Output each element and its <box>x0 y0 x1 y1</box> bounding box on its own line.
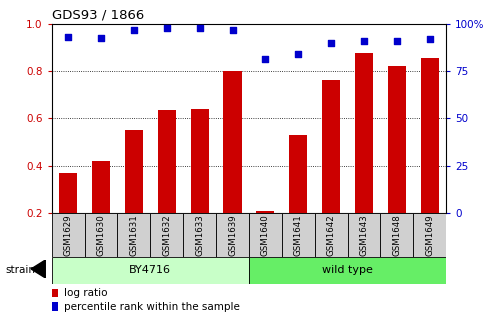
Bar <box>191 109 209 213</box>
Bar <box>355 53 373 213</box>
Bar <box>256 211 275 213</box>
Bar <box>117 213 150 257</box>
Text: GSM1630: GSM1630 <box>97 214 106 256</box>
Point <box>97 35 105 40</box>
Bar <box>183 213 216 257</box>
Text: GSM1633: GSM1633 <box>195 214 204 256</box>
Text: wild type: wild type <box>322 265 373 276</box>
Text: GSM1642: GSM1642 <box>327 214 336 256</box>
Text: GSM1632: GSM1632 <box>162 214 171 256</box>
Point <box>426 36 434 41</box>
Bar <box>52 213 85 257</box>
Bar <box>388 66 406 213</box>
Bar <box>315 213 348 257</box>
Point <box>64 34 72 40</box>
Bar <box>158 110 176 213</box>
Bar <box>381 213 413 257</box>
Point <box>261 56 269 61</box>
Point <box>130 28 138 33</box>
Text: GSM1648: GSM1648 <box>392 214 401 256</box>
Point <box>393 38 401 43</box>
Bar <box>322 81 340 213</box>
Point <box>229 28 237 33</box>
Text: GSM1629: GSM1629 <box>64 214 72 256</box>
Text: percentile rank within the sample: percentile rank within the sample <box>64 302 240 312</box>
Bar <box>125 130 143 213</box>
Text: strain: strain <box>5 265 35 276</box>
Bar <box>282 213 315 257</box>
Point <box>294 51 302 56</box>
Bar <box>421 58 439 213</box>
Text: GSM1639: GSM1639 <box>228 214 237 256</box>
Text: BY4716: BY4716 <box>129 265 172 276</box>
Bar <box>92 161 110 213</box>
Point <box>196 26 204 31</box>
Bar <box>223 71 242 213</box>
Bar <box>52 257 249 284</box>
Text: GSM1640: GSM1640 <box>261 214 270 256</box>
Bar <box>150 213 183 257</box>
Bar <box>348 213 381 257</box>
Bar <box>289 135 307 213</box>
Text: GSM1631: GSM1631 <box>130 214 139 256</box>
Text: GDS93 / 1866: GDS93 / 1866 <box>52 8 144 22</box>
Bar <box>249 213 282 257</box>
Polygon shape <box>31 260 46 278</box>
Point <box>360 38 368 43</box>
Text: GSM1649: GSM1649 <box>425 214 434 256</box>
Text: GSM1643: GSM1643 <box>359 214 368 256</box>
Bar <box>249 257 446 284</box>
Point <box>163 26 171 31</box>
Bar <box>85 213 117 257</box>
Bar <box>216 213 249 257</box>
Bar <box>413 213 446 257</box>
Text: GSM1641: GSM1641 <box>294 214 303 256</box>
Text: log ratio: log ratio <box>64 288 107 298</box>
Bar <box>59 173 77 213</box>
Point <box>327 41 335 46</box>
